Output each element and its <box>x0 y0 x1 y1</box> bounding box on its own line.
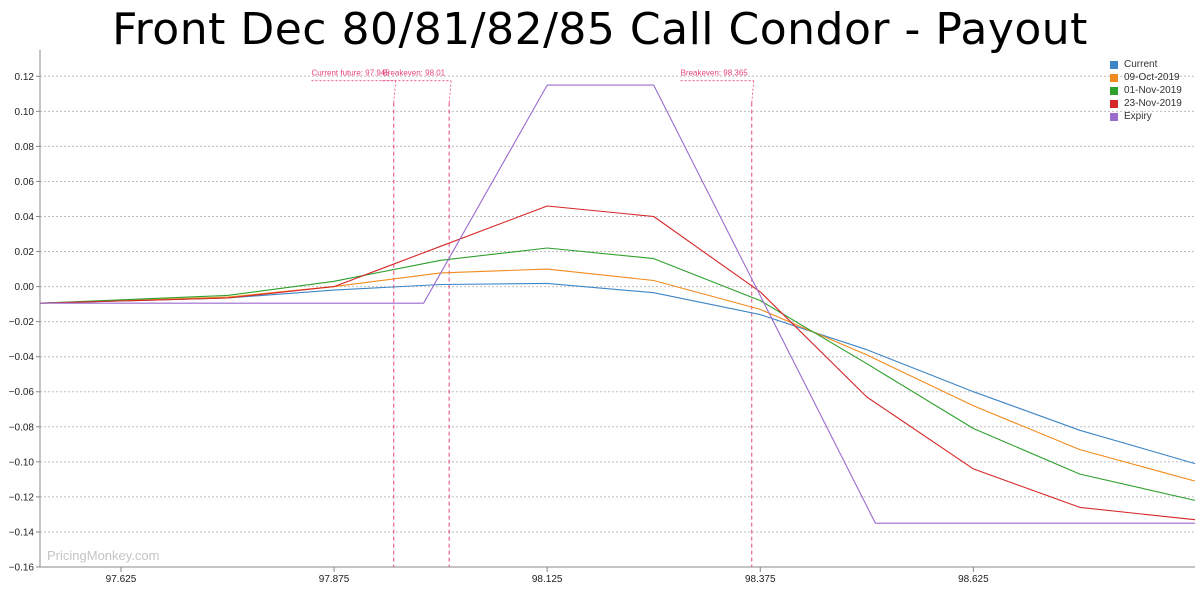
legend-swatch <box>1110 99 1118 108</box>
legend-item-23-nov-2019[interactable]: 23-Nov-2019 <box>1110 97 1182 110</box>
annotation-label: Current future: 97.945 <box>311 68 390 77</box>
annotation-connector <box>448 80 452 103</box>
y-tick-label: −0.04 <box>9 352 35 363</box>
x-tick-label: 98.375 <box>745 574 776 585</box>
annotation-label: Breakeven: 98.01 <box>382 68 445 77</box>
annotation-connector <box>751 80 755 103</box>
legend-item-09-oct-2019[interactable]: 09-Oct-2019 <box>1110 71 1182 84</box>
x-tick-label: 98.125 <box>532 574 563 585</box>
legend-label: 09-Oct-2019 <box>1124 72 1180 83</box>
legend-swatch <box>1110 73 1118 82</box>
y-tick-label: 0.00 <box>15 282 35 293</box>
legend-item-01-nov-2019[interactable]: 01-Nov-2019 <box>1110 84 1182 97</box>
legend-label: Expiry <box>1124 111 1152 122</box>
annotation-label: Breakeven: 98.365 <box>681 68 749 77</box>
chart-legend: Current 09-Oct-2019 01-Nov-2019 23-Nov-2019… <box>1110 58 1182 123</box>
axis-layer: 0.12 0.10 0.08 0.06 0.04 0.02 0.00 −0.02 −0.04 −0… <box>9 50 1195 585</box>
series-line-23-nov-2019 <box>39 205 1196 521</box>
y-tick-label: −0.16 <box>9 563 35 574</box>
y-tick-label: −0.02 <box>9 317 35 328</box>
legend-item-current[interactable]: Current <box>1110 58 1182 71</box>
legend-label: 23-Nov-2019 <box>1124 98 1182 109</box>
y-tick-label: 0.08 <box>15 142 35 153</box>
annotation-connector <box>393 80 397 103</box>
series-line-01-nov-2019 <box>39 247 1196 501</box>
x-tick-label: 97.625 <box>106 574 137 585</box>
chart-title: Front Dec 80/81/82/85 Call Condor - Payo… <box>112 4 1088 55</box>
y-tick-label: 0.12 <box>15 72 35 83</box>
x-tick-label: 98.625 <box>958 574 989 585</box>
legend-item-expiry[interactable]: Expiry <box>1110 110 1182 123</box>
y-tick-label: −0.10 <box>9 457 35 468</box>
y-tick-label: 0.04 <box>15 212 35 223</box>
watermark: PricingMonkey.com <box>47 548 160 563</box>
legend-swatch <box>1110 86 1118 95</box>
x-tick-label: 97.875 <box>319 574 350 585</box>
series-line-expiry <box>40 84 1195 524</box>
y-tick-label: 0.02 <box>15 247 35 258</box>
y-tick-label: 0.10 <box>15 107 35 118</box>
y-tick-label: −0.08 <box>9 422 35 433</box>
grid-layer <box>40 75 1195 568</box>
series-layer <box>39 84 1196 524</box>
y-tick-label: 0.06 <box>15 177 35 188</box>
legend-swatch <box>1110 60 1118 69</box>
legend-label: Current <box>1124 59 1158 70</box>
series-line-current <box>39 282 1196 465</box>
y-tick-label: −0.14 <box>9 527 35 538</box>
legend-swatch <box>1110 112 1118 121</box>
legend-label: 01-Nov-2019 <box>1124 85 1182 96</box>
y-tick-label: −0.06 <box>9 387 35 398</box>
y-tick-label: −0.12 <box>9 492 35 503</box>
